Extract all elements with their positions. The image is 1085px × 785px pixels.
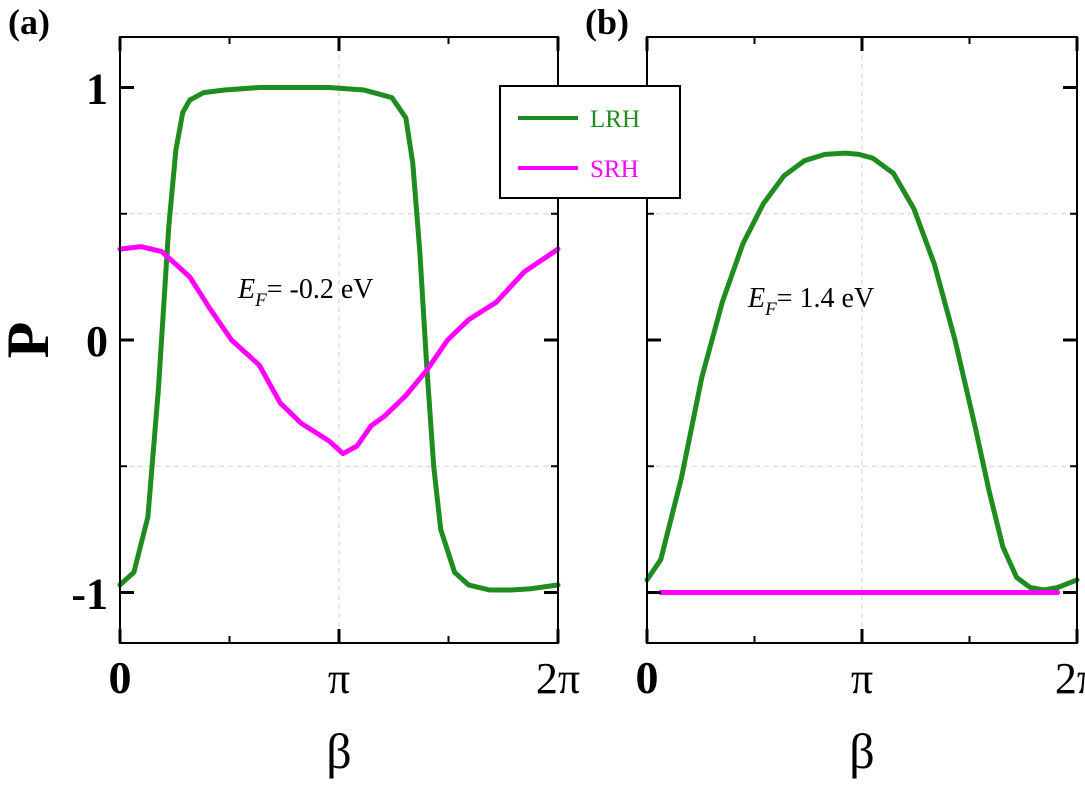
ytick-label-1: 0 xyxy=(86,317,108,366)
legend-label-lrh: LRH xyxy=(590,106,640,133)
xtick-label-1: π xyxy=(328,654,350,703)
panel-b: 0 π 2π β (b) EF= 1.4 eV xyxy=(585,2,1085,779)
xtick-label-0: 0 xyxy=(636,652,659,703)
ytick-label-0: -1 xyxy=(71,570,108,619)
x-axis-title: β xyxy=(326,723,351,779)
x-axis-title: β xyxy=(849,723,874,779)
series-line-lrh xyxy=(644,150,1080,593)
ytick-label-2: 1 xyxy=(86,65,108,114)
legend-box xyxy=(499,85,681,199)
xtick-label-0: 0 xyxy=(109,652,132,703)
fermi-energy-annotation: EF= 1.4 eV xyxy=(747,283,874,320)
fermi-energy-annotation: EF= -0.2 eV xyxy=(237,274,373,311)
legend-label-srh: SRH xyxy=(590,156,639,183)
y-axis-title: P xyxy=(0,322,61,359)
legend: LRH SRH xyxy=(499,85,681,199)
series-line-lrh xyxy=(117,85,561,593)
panel-label: (a) xyxy=(8,2,50,42)
xtick-label-2: 2π xyxy=(536,654,580,703)
xtick-label-2: 2π xyxy=(1055,654,1085,703)
xtick-label-1: π xyxy=(851,654,873,703)
series-line-srh xyxy=(117,244,561,457)
panel-label: (b) xyxy=(585,2,629,42)
